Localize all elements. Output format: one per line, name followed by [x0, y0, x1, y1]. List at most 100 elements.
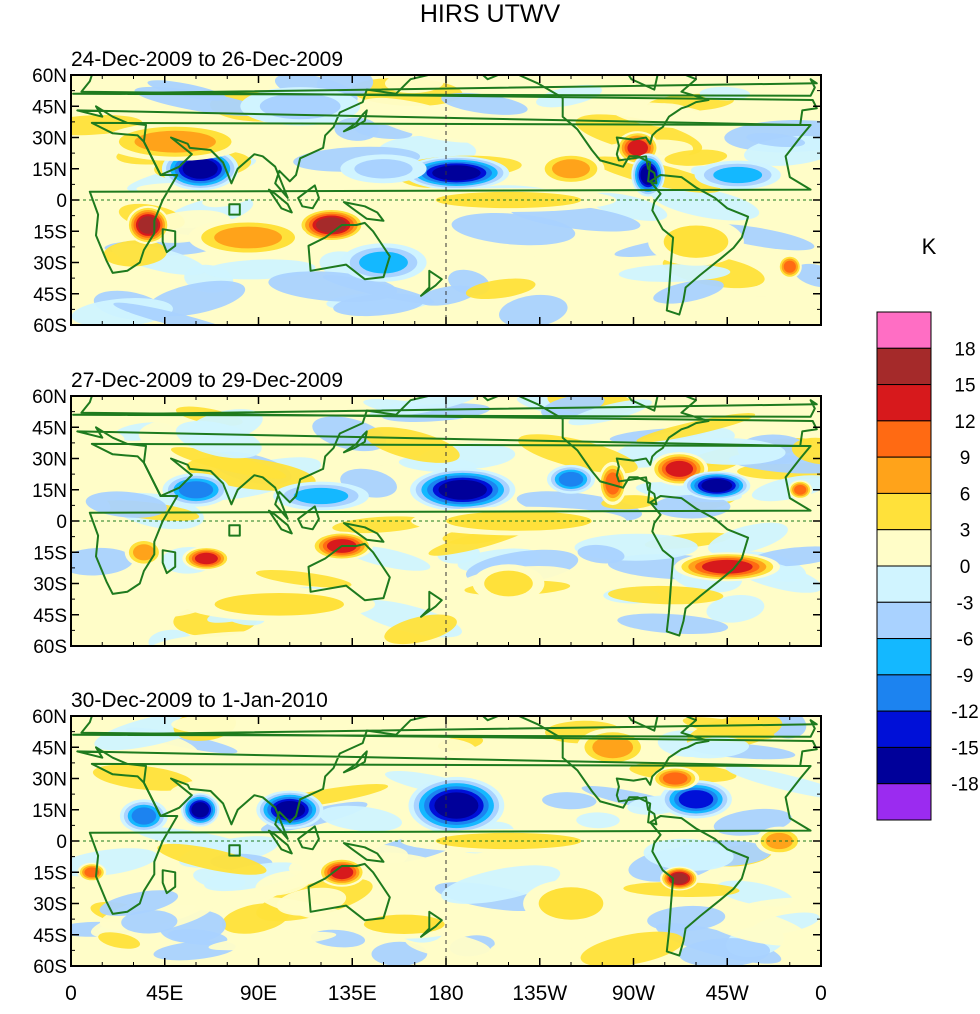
anomaly-contour	[191, 802, 209, 818]
colorbar-tick-label: -12	[951, 702, 978, 723]
colorbar: K 18 15 12 9 6 3 0 -3 -6 -9 -12 -15 -18	[876, 234, 979, 821]
map-panels: 24-Dec-2009 to 26-Dec-200960N45N30N15N01…	[32, 48, 822, 978]
lon-tick-label: 90W	[612, 982, 655, 1005]
colorbar-tick-label: 15	[954, 376, 975, 397]
weak-anomaly-blob	[208, 931, 337, 951]
lat-tick-label: 15S	[33, 863, 67, 884]
weak-anomaly-blob	[580, 931, 684, 966]
weak-anomaly-blob	[653, 279, 724, 304]
colorbar-tick-label: 0	[960, 557, 971, 578]
lat-tick-label: 15S	[33, 543, 67, 564]
weak-anomaly-blob	[175, 420, 262, 459]
colorbar-tick-label: 6	[960, 484, 971, 505]
colorbar-tick-label: -9	[957, 666, 974, 687]
anomaly-contour	[435, 832, 582, 850]
anomaly-contour	[484, 570, 533, 597]
coastline	[307, 862, 391, 922]
weak-anomaly-blob	[441, 865, 561, 904]
lat-tick-label: 30S	[33, 895, 67, 916]
coastline	[72, 719, 818, 738]
coastline	[307, 221, 391, 281]
coastline	[228, 203, 241, 216]
weak-anomaly-blob	[171, 716, 293, 736]
lat-tick-label: 0	[56, 512, 67, 533]
weak-anomaly-blob	[542, 792, 597, 810]
anomaly-field	[71, 716, 821, 966]
anomaly-contour	[662, 772, 688, 785]
weak-anomaly-blob	[465, 278, 536, 300]
coastline	[420, 590, 443, 618]
anomaly-contour	[214, 593, 344, 616]
weak-anomaly-blob	[664, 149, 728, 166]
anomaly-contour	[446, 511, 592, 531]
coastline	[297, 825, 320, 851]
weak-anomaly-blob	[488, 938, 536, 963]
coastline	[649, 495, 750, 637]
coastline	[72, 78, 818, 97]
anomaly-contour	[783, 260, 796, 273]
colorbar-box	[876, 492, 932, 531]
anomaly-contour	[194, 552, 218, 565]
anomaly-contour	[359, 251, 408, 274]
coastline	[76, 716, 818, 840]
weak-anomaly-blob	[643, 838, 734, 871]
anomaly-contour	[592, 736, 634, 759]
coastline	[420, 269, 443, 297]
weak-anomaly-blob	[312, 416, 387, 452]
anomaly-contour	[663, 225, 729, 258]
weak-anomaly-blob	[204, 862, 303, 892]
lat-tick-label: 60N	[32, 707, 67, 728]
weak-anomaly-blob	[157, 843, 267, 875]
weak-anomaly-blob	[98, 932, 141, 949]
weak-anomaly-blob	[699, 906, 809, 946]
colorbar-box	[876, 638, 932, 676]
coastline	[161, 549, 177, 575]
coastline	[228, 844, 241, 857]
lat-tick-label: 45S	[33, 606, 67, 627]
anomaly-contour	[182, 158, 218, 179]
coastline	[695, 75, 730, 76]
lat-tick-label: 30S	[33, 575, 67, 596]
coastline	[342, 750, 368, 774]
weak-anomaly-blob	[255, 870, 312, 896]
coastline	[342, 842, 385, 863]
weak-anomaly-blob	[618, 264, 731, 282]
weak-anomaly-blob	[147, 80, 227, 101]
lat-tick-label: 45N	[32, 418, 67, 439]
weak-anomaly-blob	[794, 263, 821, 288]
weak-anomaly-blob	[760, 202, 821, 234]
anomaly-field	[71, 396, 821, 646]
lat-tick-label: 60N	[32, 387, 67, 408]
coastline	[88, 762, 812, 915]
colorbar-unit: K	[922, 234, 937, 259]
colorbar-tick-label: 18	[954, 339, 975, 360]
lat-tick-label: 15S	[33, 222, 67, 243]
weak-anomaly-blob	[263, 735, 374, 761]
weak-anomaly-blob	[71, 458, 135, 480]
anomaly-field	[71, 75, 821, 325]
anomaly-contour	[178, 481, 214, 499]
weak-anomaly-blob	[103, 240, 167, 267]
lon-tick-label: 0	[65, 982, 77, 1005]
colorbar-box	[876, 347, 932, 386]
lat-tick-label: 45S	[33, 926, 67, 947]
lat-tick-label: 60S	[33, 316, 67, 337]
anomaly-contour	[670, 873, 689, 884]
weak-anomaly-blob	[651, 186, 760, 221]
lat-tick-label: 30N	[32, 770, 67, 791]
weak-anomaly-blob	[92, 764, 194, 791]
coastline	[88, 442, 812, 595]
lon-tick-label: 0	[815, 982, 827, 1005]
weak-anomaly-blob	[725, 766, 821, 800]
coastline	[342, 201, 385, 222]
weak-anomaly-blob	[151, 631, 273, 646]
anomaly-contour	[131, 807, 157, 825]
anomaly-contour	[259, 93, 341, 120]
colorbar-box	[876, 456, 932, 494]
coastline	[649, 174, 750, 316]
weak-anomaly-blob	[441, 92, 528, 115]
anomaly-contour	[363, 914, 445, 934]
weak-anomaly-blob	[71, 547, 134, 576]
